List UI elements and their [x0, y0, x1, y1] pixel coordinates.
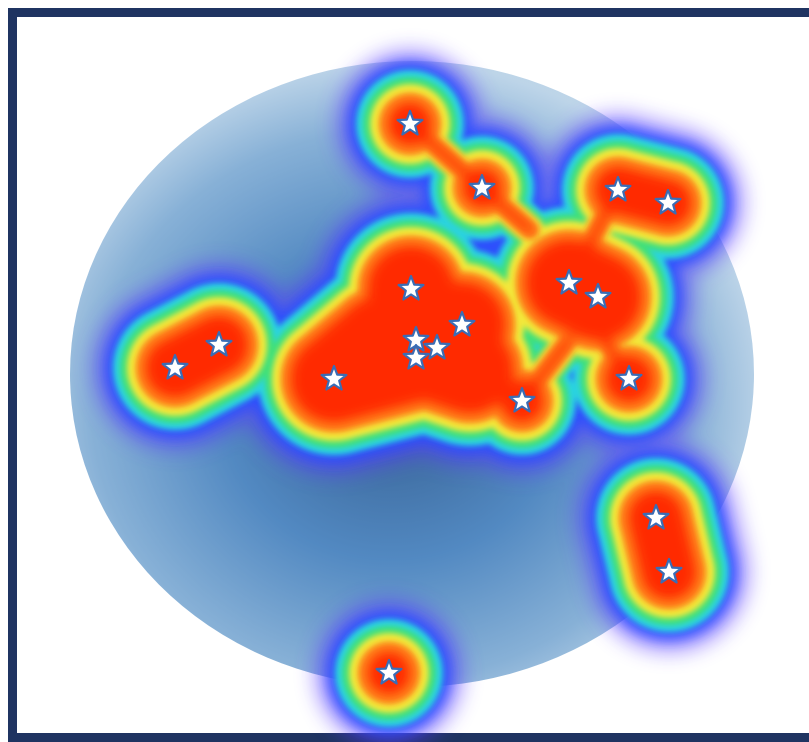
star-icon [555, 268, 583, 295]
star-icon [375, 658, 403, 685]
star-icon [655, 557, 683, 584]
star-icon [448, 310, 476, 337]
star-icon [615, 364, 643, 391]
star-icon [654, 188, 682, 215]
heat-bridge [564, 278, 634, 384]
heat-bridge [477, 183, 535, 235]
star-icon [396, 109, 424, 136]
star-icon [584, 282, 612, 309]
star-icon [642, 503, 670, 530]
star-icon [423, 333, 451, 360]
star-icon [397, 274, 425, 301]
star-markers [161, 109, 683, 685]
heat-bridge [405, 119, 487, 193]
star-icon [161, 353, 189, 380]
heat-bridge [517, 335, 574, 406]
star-icon [320, 364, 348, 391]
star-icon [468, 173, 496, 200]
star-icon [604, 175, 632, 202]
star-icon [402, 343, 430, 370]
heat-bridge [564, 185, 623, 288]
star-icon [508, 386, 536, 413]
star-icon [205, 330, 233, 357]
